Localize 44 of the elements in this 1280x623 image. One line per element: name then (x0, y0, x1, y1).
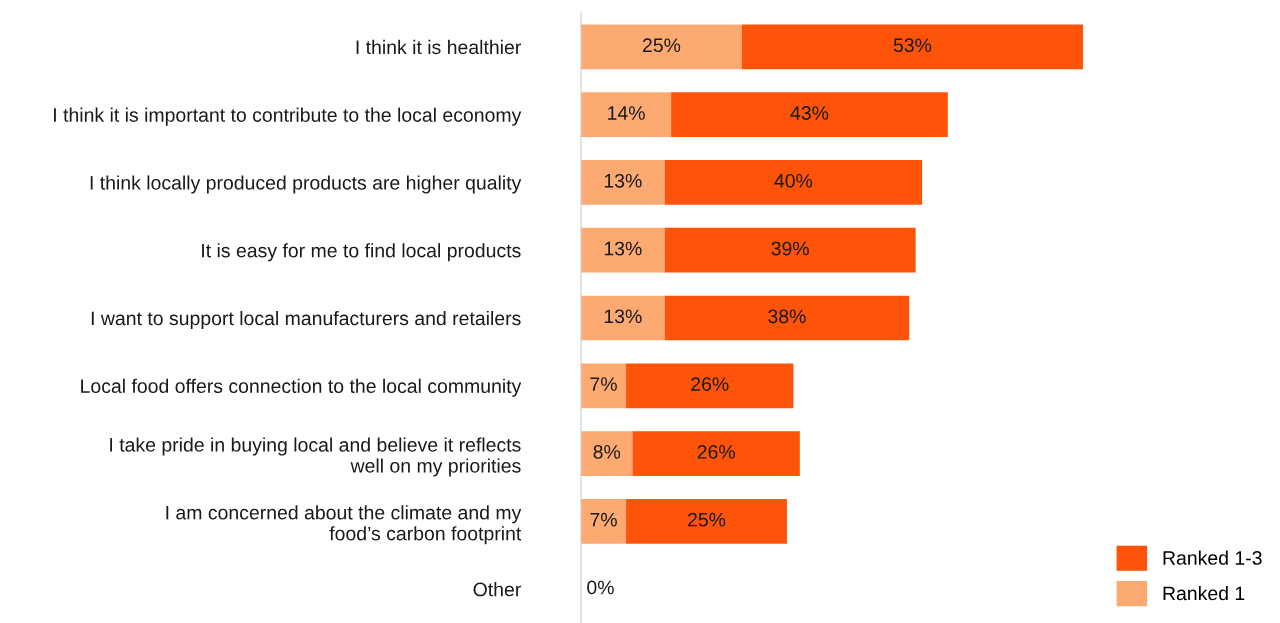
data-label: 26% (697, 445, 735, 459)
legend-label: Ranked 1 (1163, 585, 1245, 601)
bar (664, 227, 916, 273)
data-label: 38% (768, 309, 806, 324)
bar (632, 431, 800, 476)
bar (626, 363, 794, 409)
data-label: 13% (604, 173, 642, 188)
y-tick-label: I think it is important to contribute to the local economy (54, 107, 522, 126)
y-tick-label: I am concerned about the climate and my food’s carbon footprint (166, 505, 522, 545)
y-tick-label: Local food offers connection to the local community (81, 378, 522, 397)
data-label: 26% (691, 377, 729, 391)
y-tick-label: I think it is healthier (356, 39, 521, 55)
data-label: 0% (587, 580, 614, 595)
data-label: 43% (790, 106, 829, 120)
data-label: 13% (604, 241, 642, 256)
y-tick-label: I want to support local manufacturers and retailers (91, 310, 521, 330)
bar (581, 160, 665, 205)
legend-label: Ranked 1-3 (1163, 550, 1262, 565)
data-label: 7% (590, 377, 617, 391)
bar (671, 92, 948, 138)
data-label: 14% (608, 106, 645, 120)
y-tick-label: Other (473, 582, 521, 597)
data-label: 53% (893, 38, 932, 53)
data-label: 25% (642, 38, 681, 53)
bar (581, 431, 633, 476)
data-label: 13% (604, 309, 642, 324)
bar (581, 227, 665, 273)
data-label: 39% (771, 241, 809, 256)
bar (664, 295, 910, 341)
data-label: 40% (774, 173, 813, 188)
bar (581, 295, 665, 341)
bar (741, 24, 1083, 70)
data-label: 7% (590, 512, 617, 527)
y-tick-label: It is easy for me to find local products (202, 243, 521, 262)
y-tick-label: I think locally produced products are higher quality (90, 175, 522, 194)
data-label: 8% (593, 445, 621, 459)
bar (581, 92, 672, 138)
bar (581, 24, 742, 70)
bar (664, 160, 923, 205)
bar (581, 498, 627, 544)
y-tick-label: I take pride in buying local and believe it reflects well on my priorities (110, 437, 521, 477)
data-label: 25% (688, 512, 726, 527)
bar (626, 498, 787, 544)
bar (581, 363, 627, 409)
